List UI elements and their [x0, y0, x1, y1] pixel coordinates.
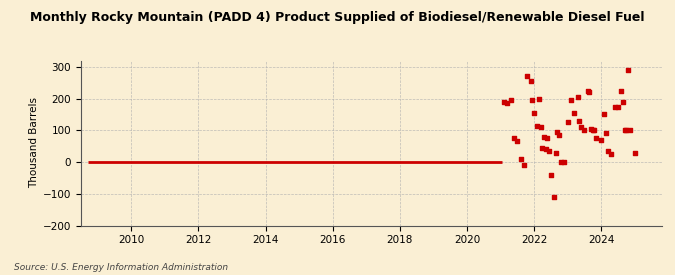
Point	[584, 90, 595, 94]
Point	[502, 101, 512, 106]
Point	[574, 119, 585, 123]
Point	[566, 98, 576, 102]
Point	[583, 89, 593, 93]
Point	[609, 104, 620, 109]
Point	[599, 112, 610, 117]
Point	[622, 68, 633, 72]
Point	[508, 136, 519, 141]
Point	[545, 172, 556, 177]
Point	[576, 125, 587, 129]
Point	[542, 136, 553, 141]
Point	[605, 152, 616, 156]
Point	[527, 98, 538, 102]
Point	[522, 74, 533, 79]
Point	[498, 100, 509, 104]
Point	[562, 120, 573, 125]
Point	[618, 100, 628, 104]
Point	[616, 89, 626, 93]
Point	[532, 123, 543, 128]
Point	[515, 157, 526, 161]
Point	[505, 98, 516, 102]
Point	[624, 128, 635, 133]
Point	[629, 150, 640, 155]
Point	[550, 150, 561, 155]
Point	[540, 147, 551, 152]
Point	[534, 96, 545, 101]
Point	[572, 95, 583, 99]
Point	[591, 136, 601, 141]
Y-axis label: Thousand Barrels: Thousand Barrels	[29, 98, 38, 188]
Point	[554, 133, 564, 137]
Point	[535, 125, 546, 129]
Point	[559, 160, 570, 164]
Point	[537, 145, 548, 150]
Point	[543, 149, 554, 153]
Point	[512, 139, 522, 144]
Point	[556, 160, 566, 164]
Text: Source: U.S. Energy Information Administration: Source: U.S. Energy Information Administ…	[14, 263, 227, 272]
Point	[619, 128, 630, 133]
Point	[549, 195, 560, 199]
Point	[539, 134, 549, 139]
Point	[621, 128, 632, 133]
Point	[602, 149, 613, 153]
Point	[579, 128, 590, 133]
Point	[586, 126, 597, 131]
Point	[596, 138, 607, 142]
Point	[529, 111, 539, 115]
Point	[569, 111, 580, 115]
Point	[589, 128, 600, 133]
Point	[587, 128, 598, 133]
Point	[601, 131, 612, 136]
Point	[518, 163, 529, 167]
Text: Monthly Rocky Mountain (PADD 4) Product Supplied of Biodiesel/Renewable Diesel F: Monthly Rocky Mountain (PADD 4) Product …	[30, 11, 645, 24]
Point	[525, 79, 536, 83]
Point	[612, 104, 623, 109]
Point	[552, 130, 563, 134]
